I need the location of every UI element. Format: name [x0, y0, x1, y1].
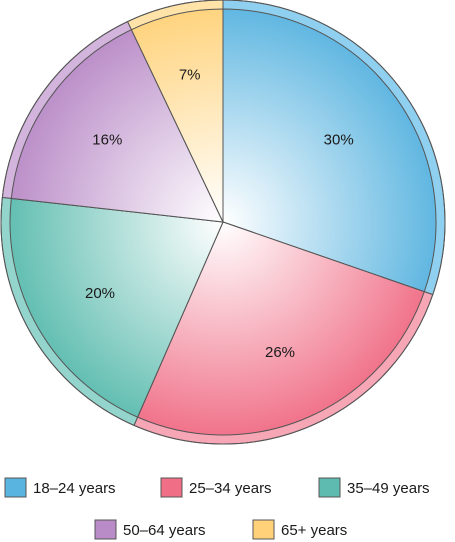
slice-label-25-34-years: 26% — [265, 344, 295, 361]
slice-label-35-49-years: 20% — [85, 285, 115, 302]
legend-label-50-64-years: 50–64 years — [123, 522, 206, 539]
legend-item-25-34-years: 25–34 years — [161, 478, 272, 497]
legend-label-18-24-years: 18–24 years — [33, 480, 116, 497]
legend-item-50-64-years: 50–64 years — [95, 520, 206, 539]
slice-label-65-years: 7% — [179, 67, 201, 84]
legend: 18–24 years 25–34 years 35–49 years 50–64 y… — [5, 478, 430, 539]
pie-slices — [1, 0, 445, 444]
slice-label-50-64-years: 16% — [92, 132, 122, 149]
legend-swatch-18-24-years — [5, 478, 26, 497]
legend-item-18-24-years: 18–24 years — [5, 478, 116, 497]
legend-swatch-35-49-years — [319, 478, 340, 497]
legend-label-65-years: 65+ years — [281, 522, 347, 539]
legend-item-65-years: 65+ years — [253, 520, 347, 539]
legend-item-35-49-years: 35–49 years — [319, 478, 430, 497]
legend-swatch-65-years — [253, 520, 274, 539]
legend-swatch-50-64-years — [95, 520, 116, 539]
slice-label-18-24-years: 30% — [324, 132, 354, 149]
legend-swatch-25-34-years — [161, 478, 182, 497]
legend-label-35-49-years: 35–49 years — [347, 480, 430, 497]
legend-label-25-34-years: 25–34 years — [189, 480, 272, 497]
